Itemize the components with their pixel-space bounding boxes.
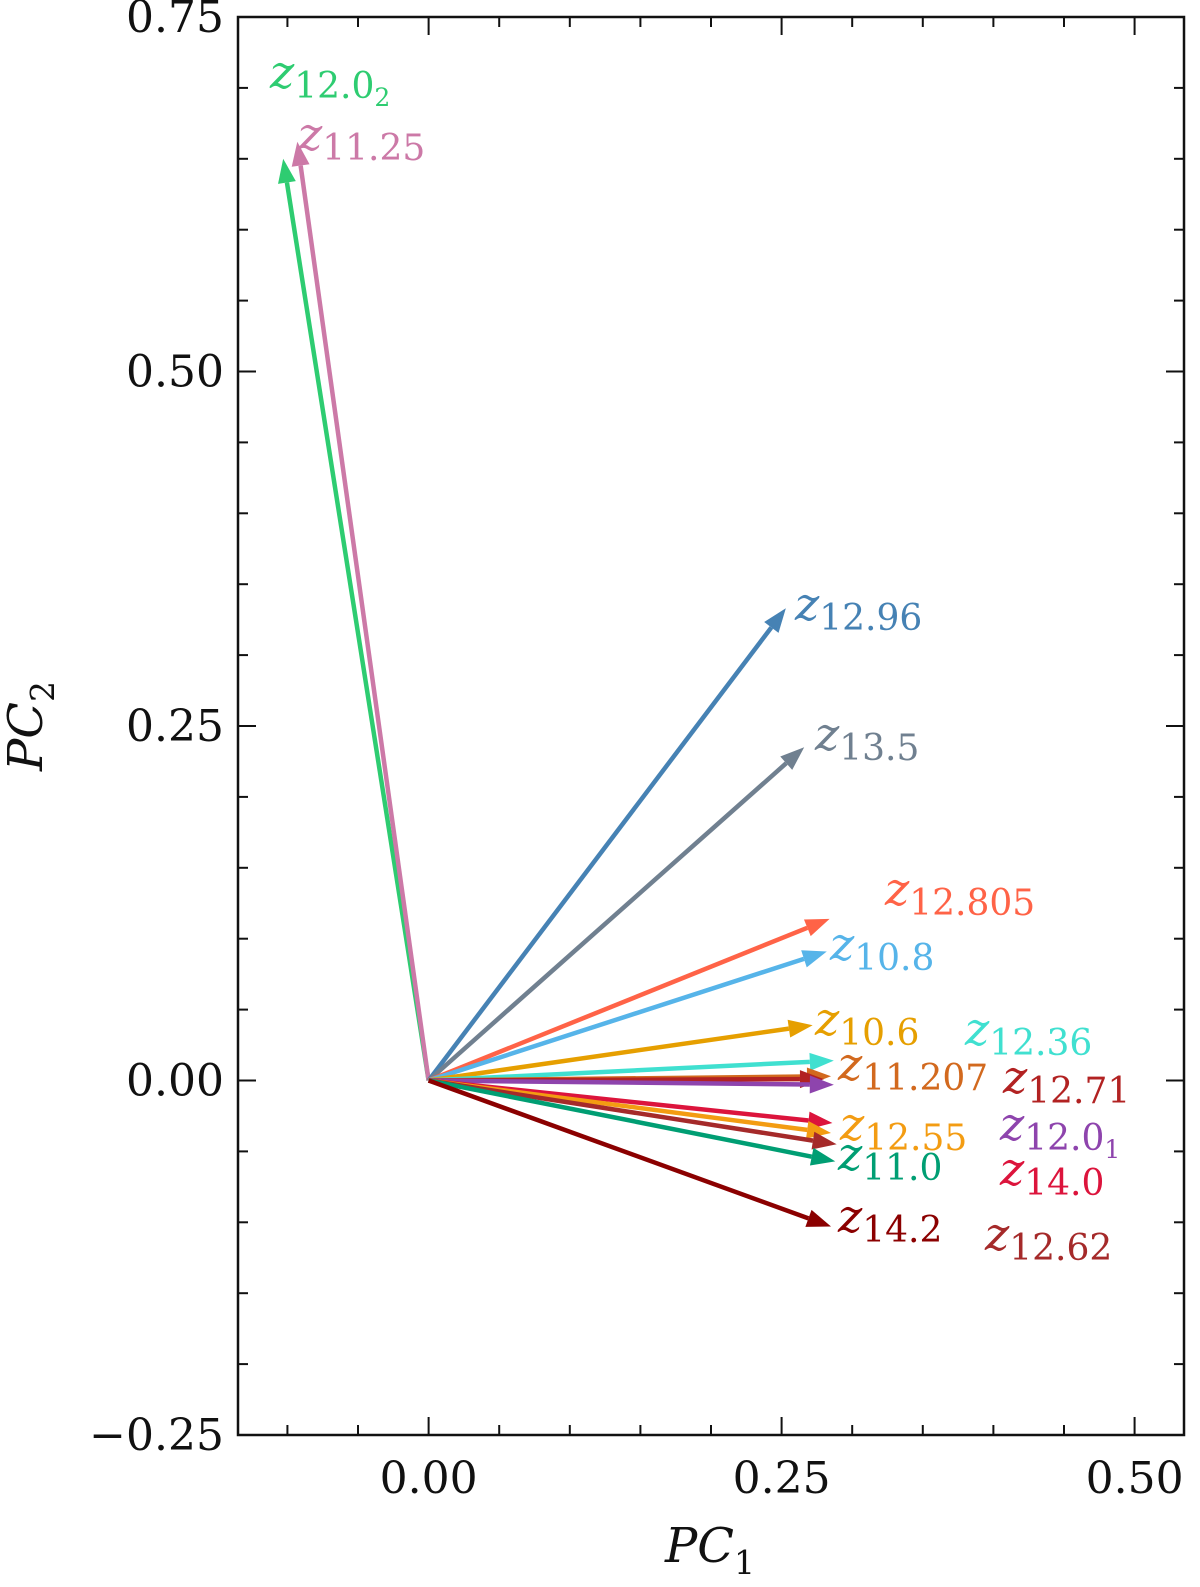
vector-label: z12.71	[1002, 1050, 1130, 1112]
vector-label: z13.5	[814, 707, 919, 769]
vector-arrow-head	[291, 141, 310, 167]
vector-arrow-line	[427, 1078, 810, 1221]
vector-arrow-head	[806, 1120, 832, 1139]
y-tick-label: 0.75	[126, 0, 224, 43]
vector-label: z12.55	[839, 1097, 967, 1159]
plot-frame	[236, 15, 1186, 1437]
x-tick-label: 0.50	[1086, 1453, 1184, 1504]
vector-arrow-head	[809, 1147, 836, 1166]
vector-label: z12.96	[794, 577, 922, 639]
vector-label: z11.25	[297, 107, 425, 169]
y-tick-label: 0.50	[126, 347, 224, 398]
vector-arrow-line	[427, 925, 809, 1083]
vector-arrow-line	[426, 626, 774, 1082]
vector-arrow-line	[284, 182, 431, 1081]
x-tick-label: 0.25	[733, 1453, 831, 1504]
vector-arrow-line	[428, 1026, 790, 1083]
vector-label: z11.0	[837, 1127, 942, 1189]
vector-arrow-head	[809, 1075, 834, 1094]
y-axis-label: PC2	[0, 681, 62, 772]
vector-arrow-line	[428, 1078, 810, 1087]
vector-label: z10.6	[814, 992, 919, 1054]
vector-arrow-head	[787, 1019, 813, 1038]
vector-label: z12.01	[999, 1097, 1120, 1164]
vector-arrow-head	[809, 1052, 834, 1071]
vector-label: z12.02	[269, 45, 390, 112]
vector-label: z11.207	[837, 1037, 988, 1099]
y-tick-label: −0.25	[89, 1410, 224, 1461]
vector-label: z14.2	[837, 1189, 942, 1251]
vector-arrow-head	[801, 950, 827, 968]
vector-arrow-head	[278, 158, 296, 184]
tick-labels: −0.25 0.00 0.25 0.50 0.75 0.00 0.25 0.50	[89, 0, 1183, 1504]
vector-arrow-line	[428, 1059, 810, 1083]
vector-arrow-head	[803, 918, 830, 937]
vector-arrow-line	[427, 956, 805, 1083]
vector-arrow-line	[427, 761, 788, 1083]
vector-label: z12.805	[884, 862, 1035, 924]
vector-label: z12.36	[964, 1002, 1092, 1064]
vector-label: z10.8	[829, 917, 934, 979]
vector-label: z14.0	[999, 1142, 1104, 1204]
x-axis-label: PC1	[664, 1518, 755, 1582]
x-tick-label: 0.00	[380, 1453, 478, 1504]
vector-arrow-line	[428, 1078, 813, 1159]
y-tick-label: 0.00	[126, 1056, 224, 1107]
vector-arrow-line	[298, 165, 431, 1081]
vector-arrow-head	[811, 1131, 837, 1150]
vector-arrow-head	[764, 608, 786, 633]
vector-arrow-line	[428, 1078, 814, 1143]
y-tick-label: 0.25	[126, 701, 224, 752]
vector-arrow-head	[780, 747, 805, 770]
axis-ticks	[238, 16, 1184, 1436]
loading-vectors	[278, 141, 837, 1227]
vector-arrow-head	[805, 1209, 832, 1227]
vector-label: z12.62	[984, 1207, 1112, 1269]
